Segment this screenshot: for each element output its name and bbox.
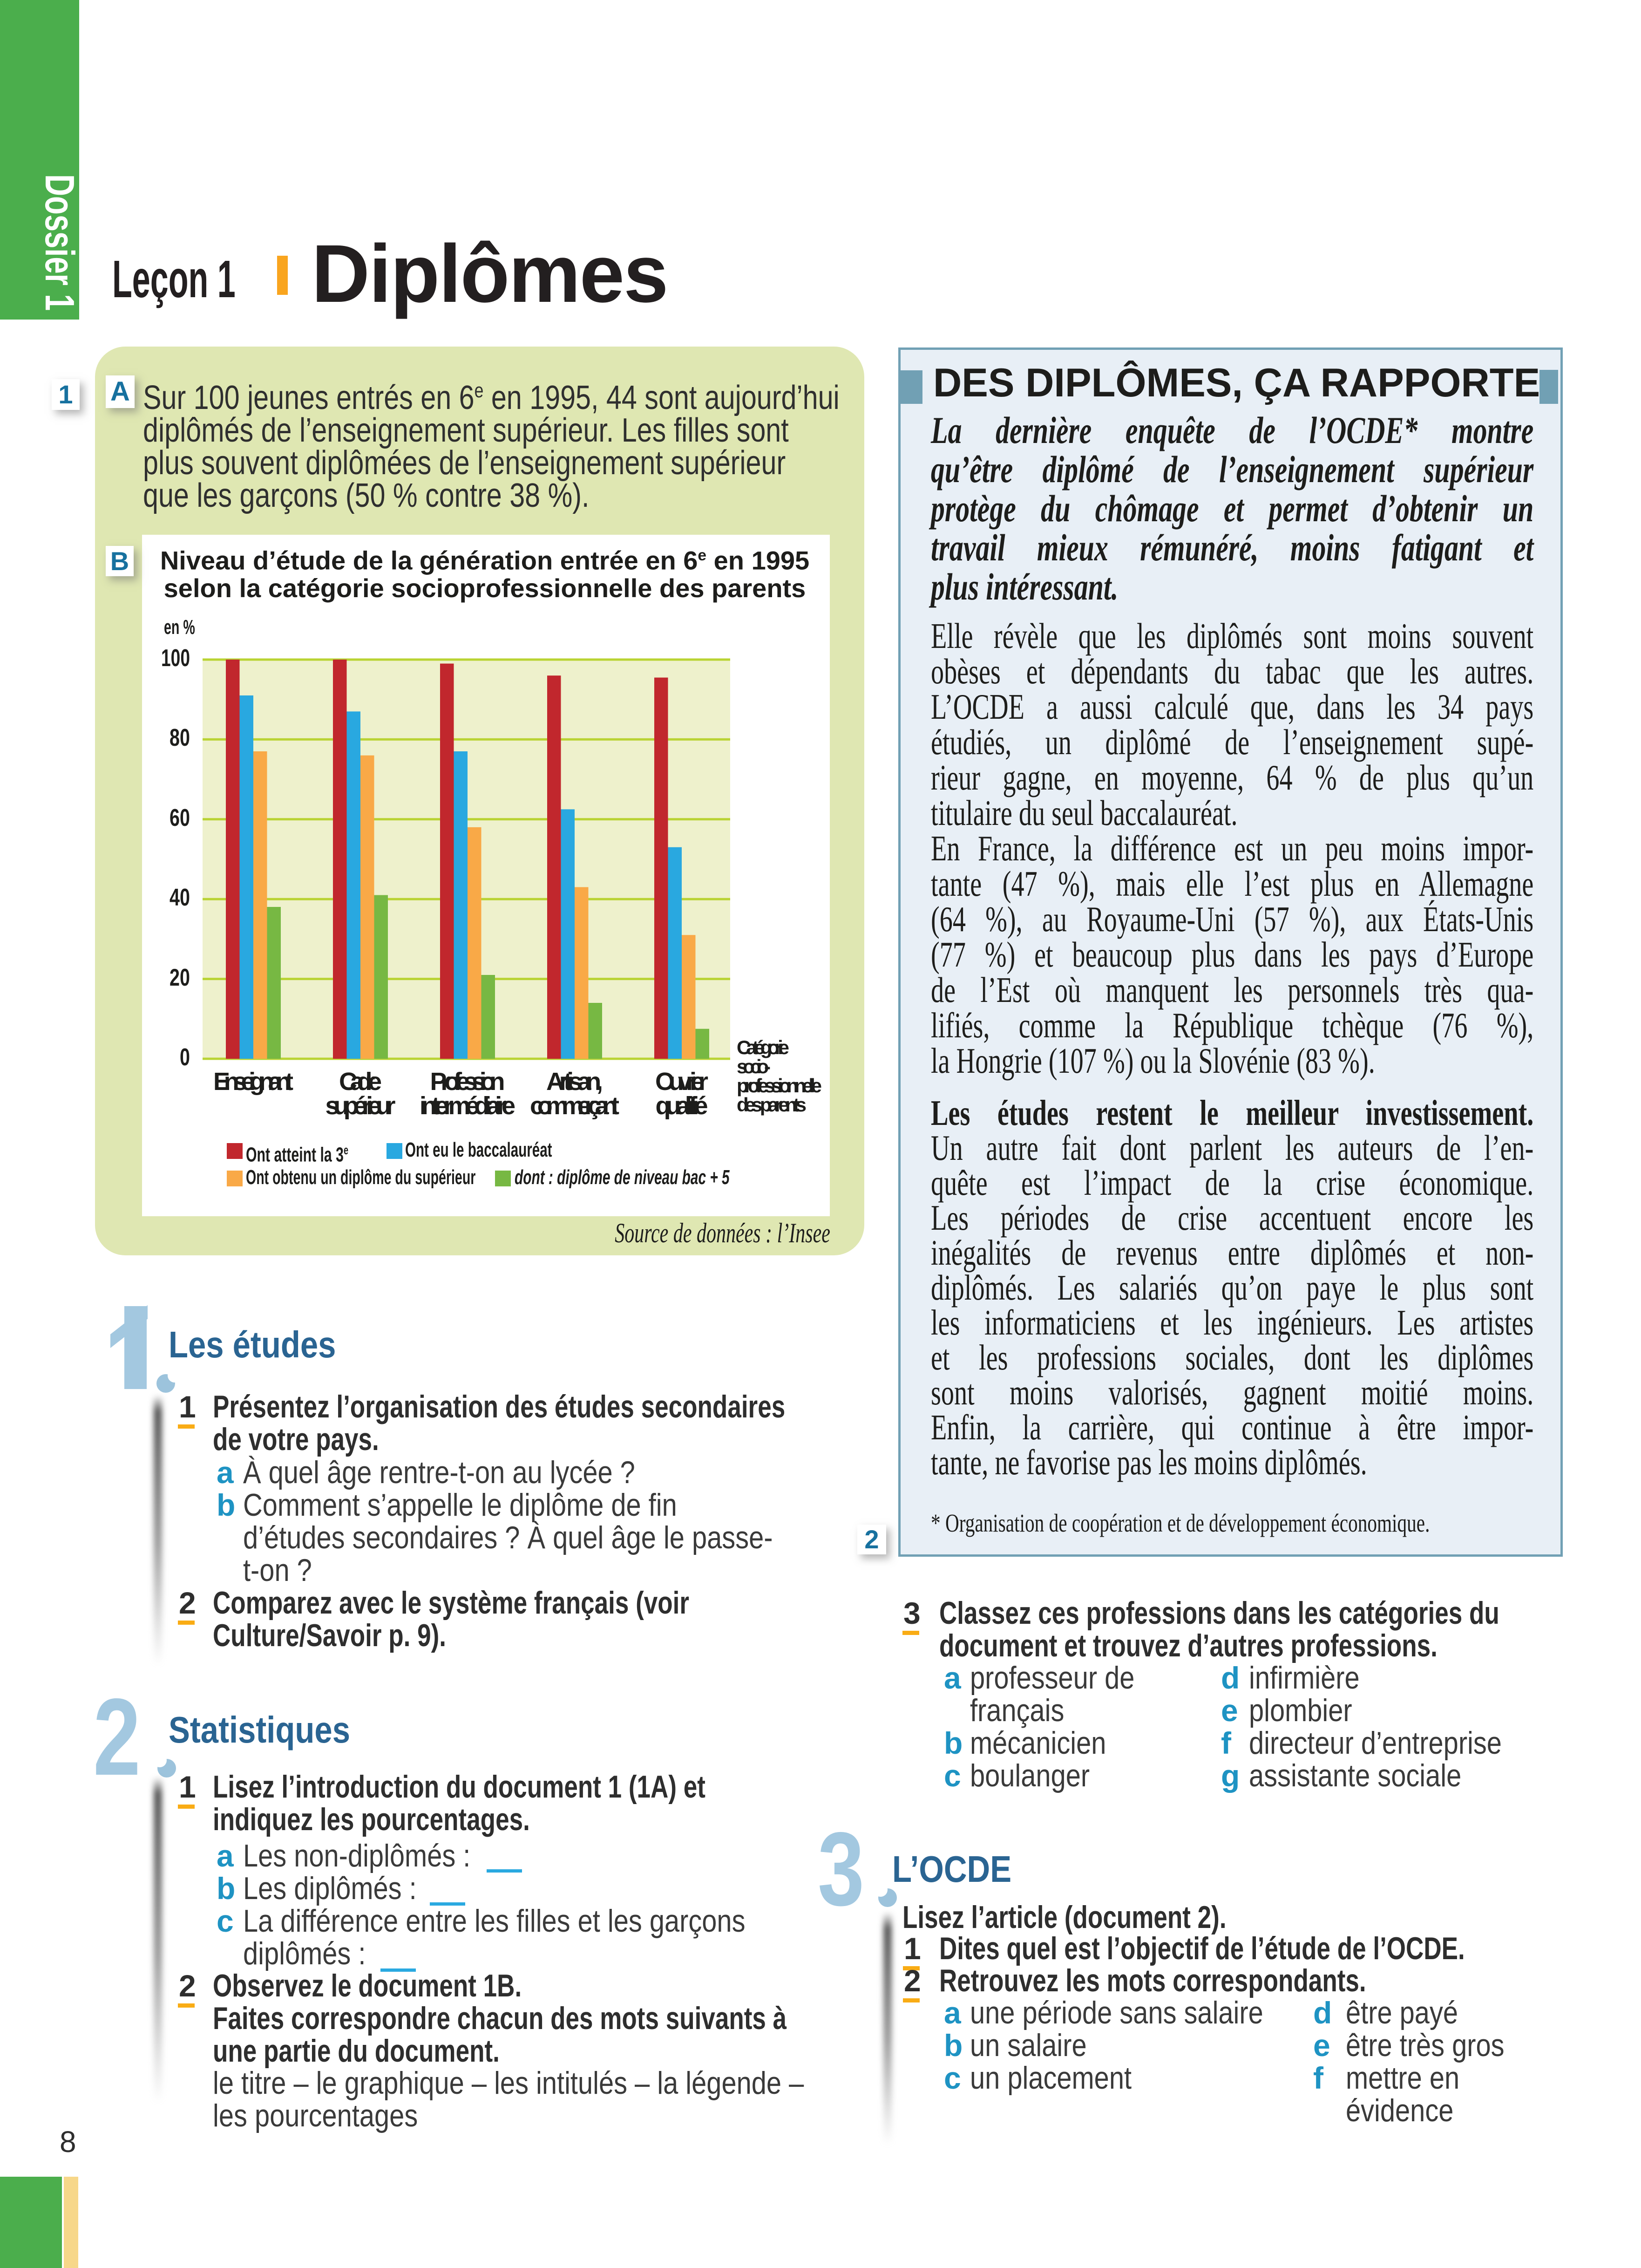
- svg-text:des parents: des parents: [737, 1094, 807, 1116]
- svg-text:intermédiaire: intermédiaire: [420, 1092, 515, 1120]
- svg-text:100: 100: [161, 645, 190, 672]
- svg-text:0: 0: [180, 1044, 190, 1071]
- svg-text:commerçant: commerçant: [530, 1092, 619, 1120]
- svg-text:supérieur: supérieur: [325, 1092, 396, 1120]
- svg-text:Ouvrier: Ouvrier: [655, 1068, 708, 1096]
- svg-text:Cadre: Cadre: [339, 1068, 382, 1096]
- svg-text:60: 60: [170, 804, 190, 831]
- svg-text:socio-: socio-: [737, 1056, 771, 1077]
- svg-text:qualifié: qualifié: [656, 1092, 708, 1120]
- svg-text:Enseignant: Enseignant: [213, 1068, 293, 1096]
- svg-text:Catégorie: Catégorie: [737, 1036, 789, 1058]
- svg-text:Artisan,: Artisan,: [546, 1068, 603, 1096]
- svg-text:20: 20: [170, 964, 190, 991]
- svg-text:80: 80: [170, 724, 190, 751]
- svg-text:professionnelle: professionnelle: [737, 1075, 822, 1097]
- svg-text:Profession: Profession: [430, 1068, 505, 1096]
- svg-text:40: 40: [170, 884, 190, 911]
